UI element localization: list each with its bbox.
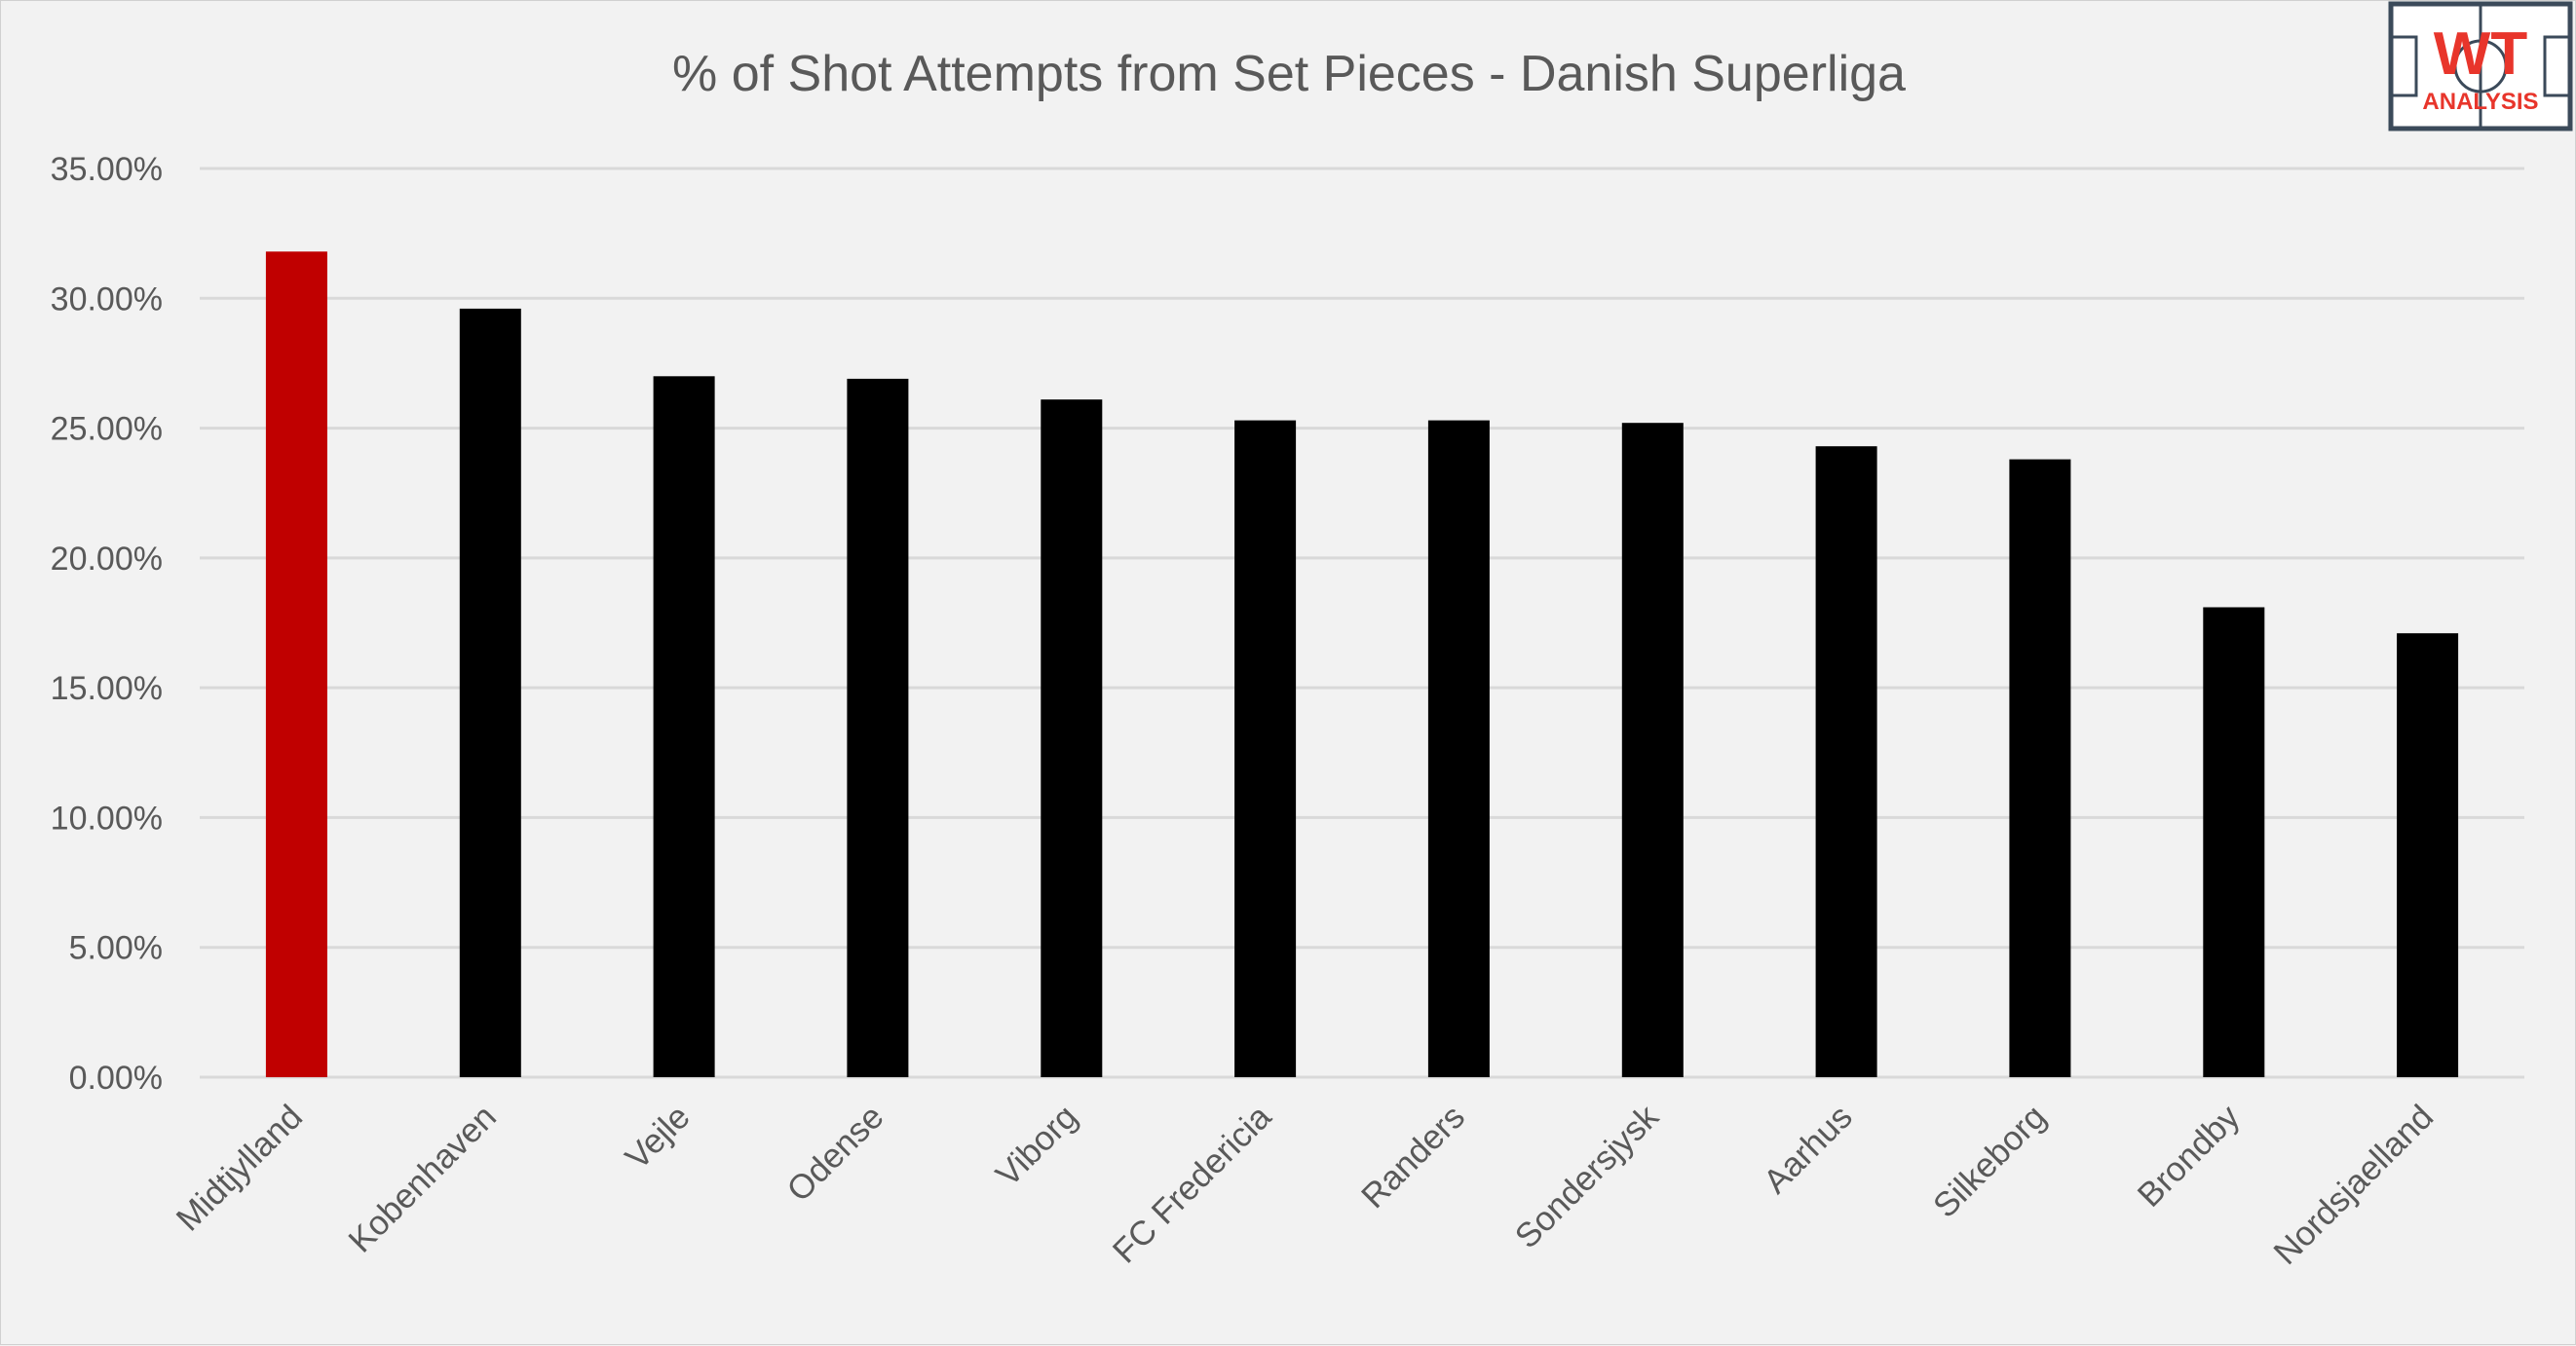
chart-title: % of Shot Attempts from Set Pieces - Dan…	[672, 46, 1906, 102]
x-tick-label: Midtjylland	[170, 1098, 311, 1239]
logo-wordmark: WT	[2434, 20, 2528, 88]
x-tick-label: Silkeborg	[1926, 1098, 2054, 1225]
bar-viborg	[1041, 399, 1103, 1077]
y-tick-label: 10.00%	[51, 800, 163, 837]
y-tick-label: 30.00%	[51, 280, 163, 318]
bars	[265, 251, 2459, 1078]
x-tick-label: Nordsjaelland	[2266, 1098, 2441, 1272]
bar-sondersjysk	[1621, 423, 1684, 1077]
x-tick-label: Viborg	[989, 1098, 1085, 1194]
x-axis-tick-labels: Midtjylland Kobenhaven Vejle Odense Viborg FC…	[170, 1098, 2442, 1272]
gridlines	[200, 167, 2524, 1079]
wt-analysis-logo: WT ANALYSIS	[2388, 1, 2573, 131]
x-tick-label: Kobenhaven	[341, 1098, 504, 1260]
bar-midtjylland	[265, 251, 327, 1077]
logo-pitch-center-circle	[2453, 39, 2508, 93]
logo-pitch-left-box	[2389, 35, 2418, 97]
y-tick-label: 0.00%	[69, 1060, 163, 1097]
bar-nordsjaelland	[2397, 633, 2459, 1077]
bar-randers	[1427, 420, 1490, 1078]
y-tick-label: 35.00%	[51, 151, 163, 188]
x-tick-label: Brondby	[2131, 1098, 2248, 1215]
bar-kobenhaven	[459, 308, 521, 1077]
bar-vejle	[653, 376, 715, 1077]
bar-brondby	[2203, 607, 2265, 1077]
y-tick-label: 15.00%	[51, 670, 163, 707]
y-axis-tick-labels: 0.00% 5.00% 10.00% 15.00% 20.00% 25.00% 30.00%…	[51, 151, 163, 1097]
logo-pitch-right-box	[2543, 35, 2572, 97]
x-tick-label: FC Fredericia	[1106, 1098, 1279, 1271]
x-tick-label: Odense	[779, 1098, 890, 1209]
x-tick-label: Sondersjysk	[1508, 1098, 1667, 1256]
x-tick-label: Vejle	[618, 1098, 697, 1177]
x-tick-label: Randers	[1354, 1098, 1472, 1215]
bar-fc-fredericia	[1234, 420, 1297, 1078]
y-tick-label: 5.00%	[69, 930, 163, 967]
bar-silkeborg	[2009, 459, 2071, 1078]
x-tick-label: Aarhus	[1757, 1098, 1860, 1201]
bar-aarhus	[1815, 446, 1877, 1077]
y-tick-label: 25.00%	[51, 411, 163, 448]
logo-subtitle: ANALYSIS	[2422, 89, 2538, 115]
y-tick-label: 20.00%	[51, 541, 163, 578]
bar-odense	[847, 378, 909, 1077]
